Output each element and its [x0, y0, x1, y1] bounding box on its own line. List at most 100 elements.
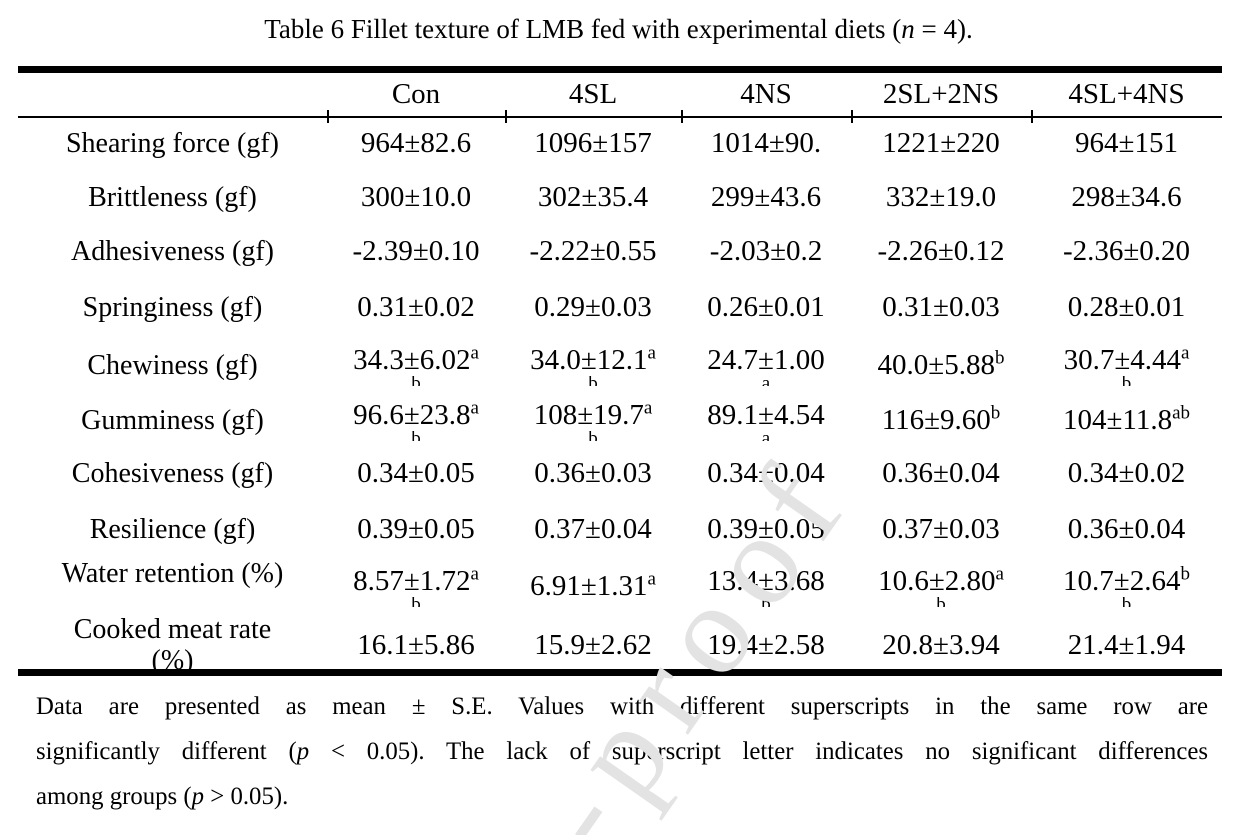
- row-label: Cooked meat rate: [73, 614, 272, 645]
- row-label-cell: Cooked meat rate (%): [18, 614, 327, 676]
- row-label-cell: Gumminess (gf): [18, 394, 327, 446]
- value-text: 0.34±0.02: [1067, 456, 1186, 489]
- value-cell: 0.26±0.01: [681, 278, 851, 336]
- value-line: -2.36±0.20: [1031, 235, 1222, 268]
- value-text: -2.03±0.2: [709, 234, 823, 267]
- value-line: 40.0±5.88b: [851, 348, 1031, 382]
- value-cell: 116±9.60b: [851, 394, 1031, 446]
- row-label: Chewiness (gf): [87, 349, 258, 381]
- value-cell: 104±11.8ab: [1031, 394, 1222, 446]
- footnote-text: > 0.05).: [204, 783, 289, 810]
- value-cell: 0.36±0.04: [1031, 500, 1222, 558]
- value-text: 10.6±2.80: [878, 565, 996, 597]
- value-text: 10.7±2.64: [1063, 565, 1181, 597]
- value-text: 1014±90.: [710, 126, 822, 159]
- row-label-cell: Adhesiveness (gf): [18, 224, 327, 278]
- row-label: Shearing force (gf): [65, 127, 279, 159]
- value-line: 20.8±3.94: [851, 629, 1031, 662]
- table-top-rule: [18, 66, 1222, 73]
- value-line: 1221±220: [851, 127, 1031, 160]
- row-label: Water retention (%): [61, 558, 284, 589]
- value-text: 116±9.60: [881, 403, 991, 436]
- value-cell: 1014±90.: [681, 116, 851, 170]
- value-cell: 0.36±0.04: [851, 446, 1031, 500]
- value-line: 300±10.0: [327, 181, 505, 214]
- value-line: -2.39±0.10: [327, 235, 505, 268]
- clipped-superscript-fragment: b: [1031, 597, 1222, 607]
- value-text: 30.7±4.44: [1063, 344, 1181, 376]
- value-line: 0.34±0.02: [1031, 457, 1222, 490]
- value-text: 964±82.6: [360, 126, 472, 159]
- footnote-italic-p: p: [296, 738, 310, 765]
- column-divider-tick: [327, 110, 329, 123]
- header-cell-con: Con: [391, 78, 441, 110]
- value-cell: 16.1±5.86: [327, 614, 505, 676]
- row-label-cell: Resilience (gf): [18, 500, 327, 558]
- column-divider-tick: [681, 110, 683, 123]
- clipped-superscript-fragment: a: [681, 431, 851, 441]
- value-text: 0.29±0.03: [534, 290, 652, 323]
- value-cell: 10.7±2.64b b: [1031, 558, 1222, 614]
- value-cell: 0.31±0.02: [327, 278, 505, 336]
- table-body: Shearing force (gf) 964±82.6 1096±157 10…: [18, 116, 1222, 677]
- table-row: Chewiness (gf) 34.3±6.02a b 34.0±12.1a b…: [18, 336, 1222, 394]
- clipped-superscript-fragment: b: [327, 431, 505, 441]
- value-line: 8.57±1.72a: [327, 564, 505, 598]
- value-line: 302±35.4: [505, 181, 681, 214]
- clipped-superscript-fragment: b: [851, 597, 1031, 607]
- value-cell: 298±34.6: [1031, 170, 1222, 224]
- value-line: -2.03±0.2: [681, 235, 851, 268]
- value-line: 0.37±0.03: [851, 513, 1031, 546]
- column-divider-tick: [505, 110, 507, 123]
- footnote-line-2: significantly different (p < 0.05). The …: [36, 729, 1208, 774]
- clipped-superscript-fragment: b: [681, 597, 851, 607]
- value-cell: 19.4±2.58: [681, 614, 851, 676]
- value-cell: 40.0±5.88b: [851, 336, 1031, 394]
- value-cell: 1096±157: [505, 116, 681, 170]
- row-label: Resilience (gf): [89, 513, 256, 545]
- value-line: 108±19.7a: [505, 398, 681, 432]
- value-cell: 0.34±0.05: [327, 446, 505, 500]
- value-superscript: a: [995, 563, 1004, 585]
- row-label: Springiness (gf): [82, 291, 263, 323]
- table-row: Resilience (gf) 0.39±0.05 0.37±0.04 0.39…: [18, 500, 1222, 558]
- row-label: Cohesiveness (gf): [71, 457, 274, 489]
- value-cell: -2.36±0.20: [1031, 224, 1222, 278]
- value-line: 0.34±0.04: [681, 457, 851, 490]
- value-line: 6.91±1.31a: [505, 569, 681, 603]
- table-row: Gumminess (gf) 96.6±23.8a b 108±19.7a b …: [18, 394, 1222, 446]
- value-line: 30.7±4.44a: [1031, 343, 1222, 377]
- value-line: 96.6±23.8a: [327, 398, 505, 432]
- row-label-wrap: Cohesiveness (gf): [18, 458, 327, 489]
- value-line: 298±34.6: [1031, 181, 1222, 214]
- value-cell: 300±10.0: [327, 170, 505, 224]
- value-text: 96.6±23.8: [353, 399, 471, 431]
- header-cell-4sl: 4SL: [568, 78, 618, 110]
- row-label: Adhesiveness (gf): [71, 235, 274, 267]
- value-cell: 34.3±6.02a b: [327, 336, 505, 394]
- footnote-italic-p: p: [191, 783, 205, 810]
- clipped-superscript-fragment: b: [327, 597, 505, 607]
- row-label-wrap: Adhesiveness (gf): [18, 236, 327, 267]
- value-text: -2.26±0.12: [877, 234, 1005, 267]
- value-line: 15.9±2.62: [505, 629, 681, 662]
- value-cell: -2.03±0.2: [681, 224, 851, 278]
- caption-text: Table 6 Fillet texture of LMB fed with e…: [264, 14, 902, 44]
- row-label-cell: Shearing force (gf): [18, 116, 327, 170]
- value-text: 0.28±0.01: [1067, 290, 1186, 323]
- value-cell: 0.39±0.05: [327, 500, 505, 558]
- table-bottom-rule: [18, 669, 1222, 676]
- value-text: 332±19.0: [885, 180, 997, 213]
- value-text: 300±10.0: [360, 180, 472, 213]
- value-text: 89.1±4.54: [707, 399, 825, 431]
- row-label-wrap: Water retention (%): [18, 558, 327, 614]
- value-text: 6.91±1.31: [530, 569, 648, 602]
- table-row: Shearing force (gf) 964±82.6 1096±157 10…: [18, 116, 1222, 170]
- value-cell: 8.57±1.72a b: [327, 558, 505, 614]
- value-cell: 0.34±0.02: [1031, 446, 1222, 500]
- value-line: 13.4±3.68: [681, 565, 851, 598]
- value-line: -2.26±0.12: [851, 235, 1031, 268]
- value-text: 0.36±0.04: [1067, 512, 1186, 545]
- value-text: 0.31±0.03: [882, 290, 1000, 323]
- value-text: 108±19.7: [533, 399, 644, 431]
